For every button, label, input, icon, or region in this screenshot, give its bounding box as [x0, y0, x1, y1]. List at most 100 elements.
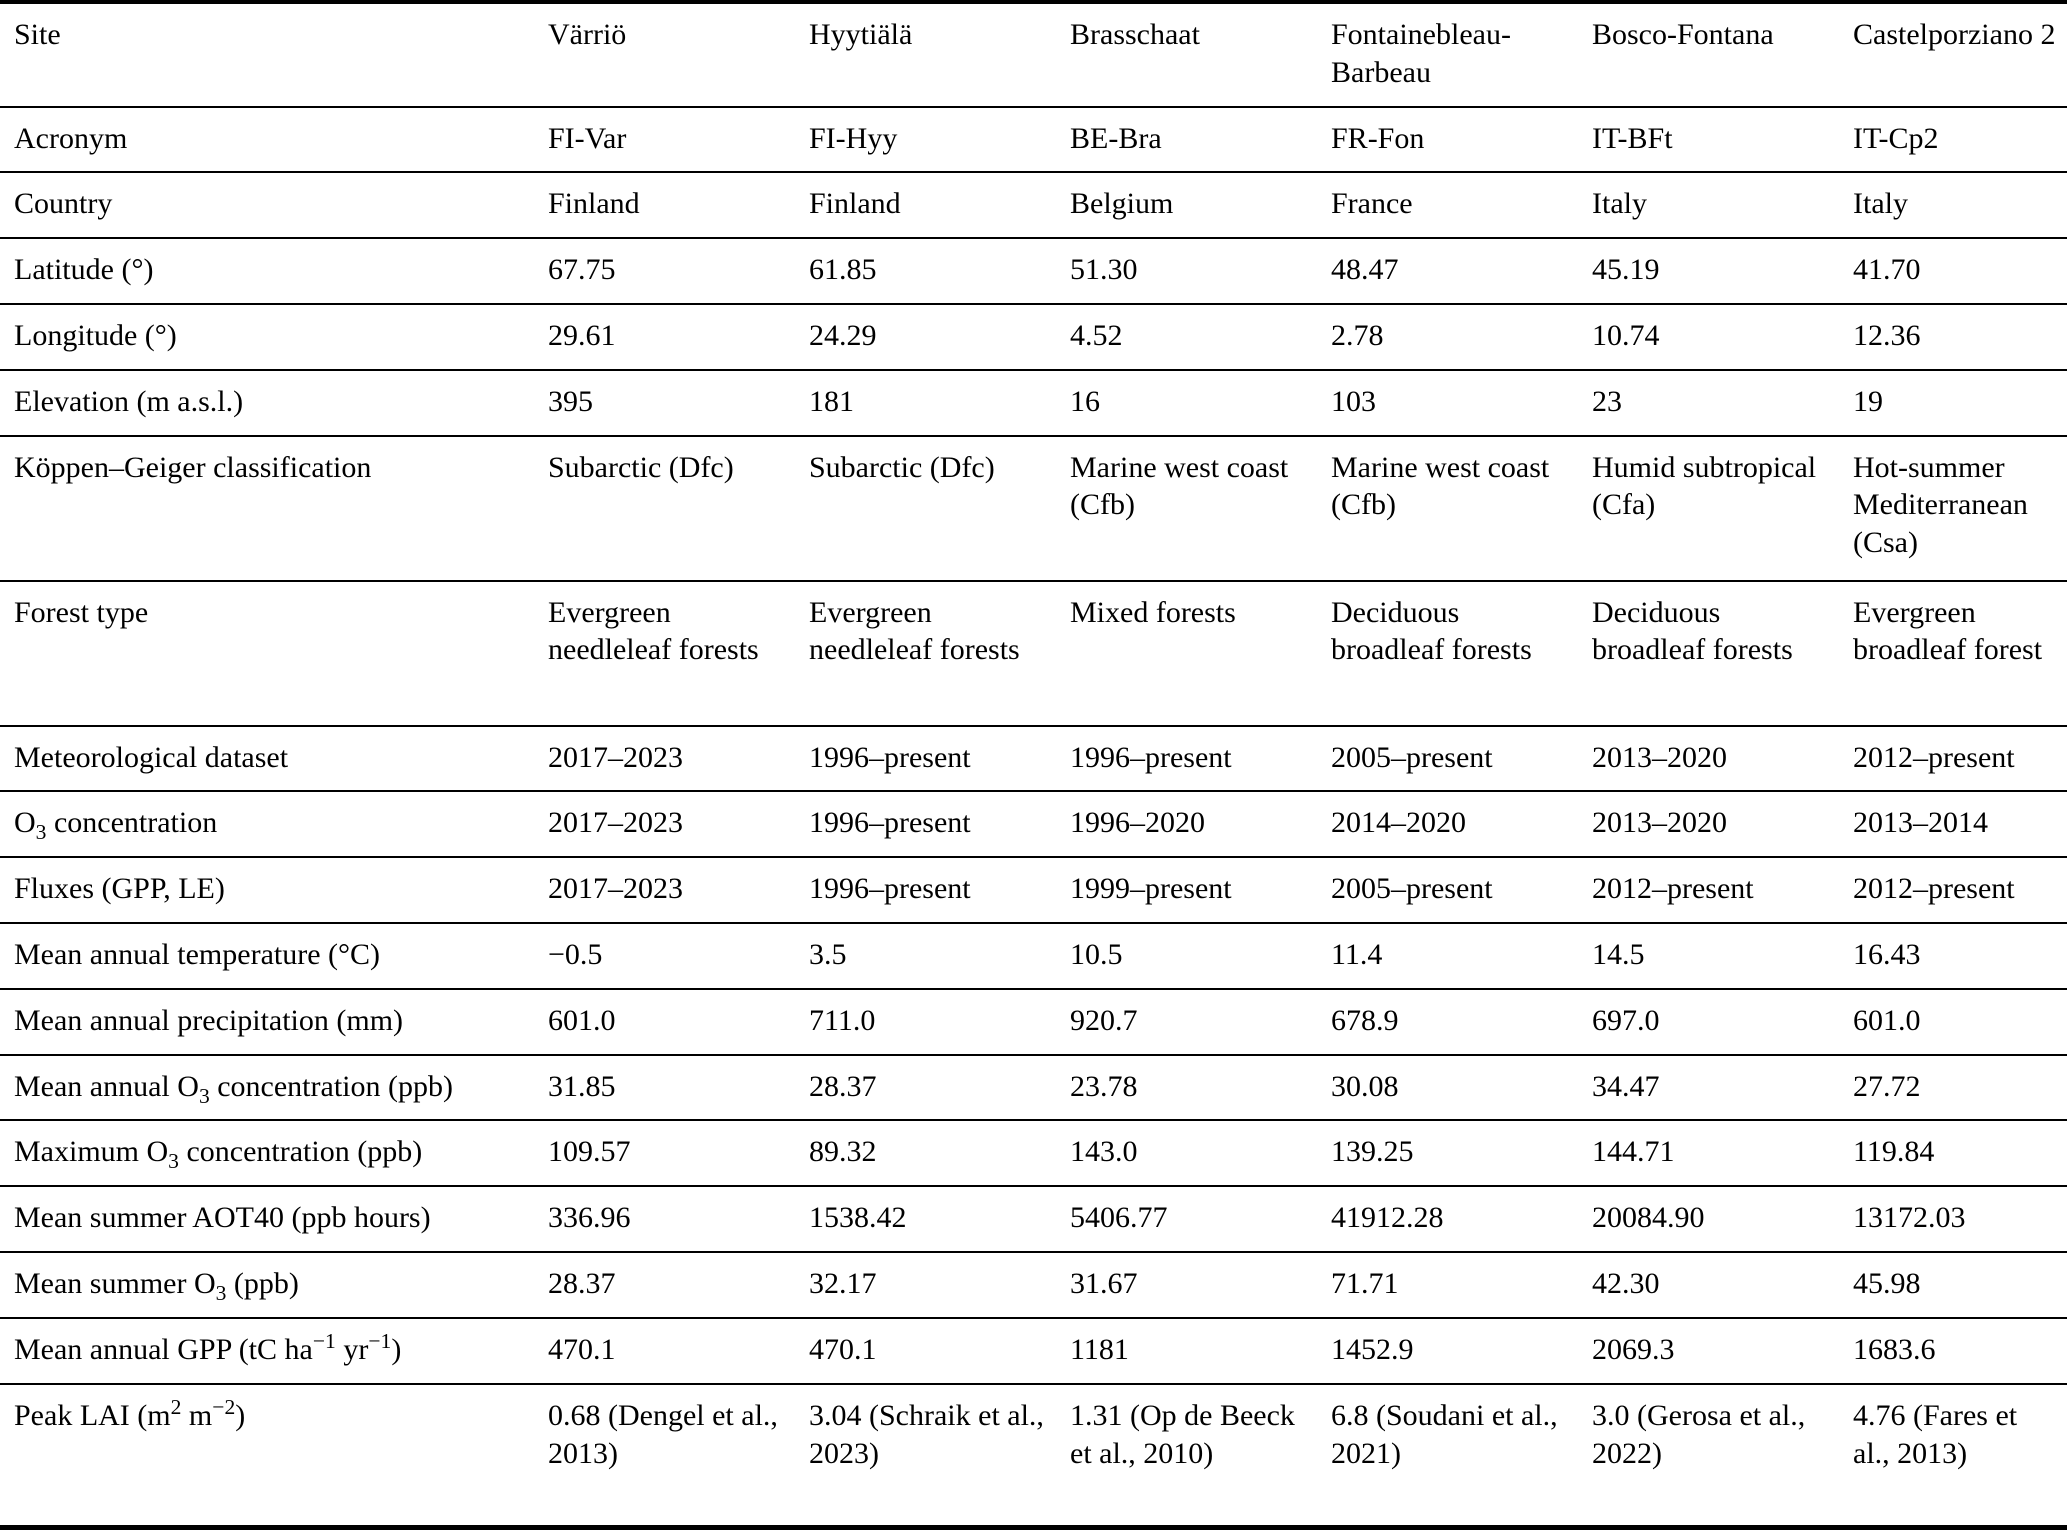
table-cell: 61.85 [809, 253, 877, 287]
table-row-forest-type: Forest type Evergreen needleleaf forests… [0, 580, 2067, 726]
table-cell: FR-Fon [1331, 121, 1425, 155]
table-cell: 2005–present [1331, 872, 1493, 906]
table-cell: 181 [809, 384, 854, 418]
table-cell: 1996–present [809, 806, 971, 840]
table-cell: 601.0 [548, 1003, 616, 1037]
table-row-mean-annual-gpp: Mean annual GPP (tC ha−1 yr−1) 470.1 470… [0, 1317, 2067, 1384]
row-label: Latitude (°) [14, 253, 154, 287]
table-row-latitude: Latitude (°) 67.75 61.85 51.30 48.47 45.… [0, 238, 2067, 304]
table-cell: Italy [1853, 187, 1908, 221]
table-cell: 395 [548, 384, 593, 418]
table-cell: 5406.77 [1070, 1201, 1168, 1235]
table-cell: 89.32 [809, 1135, 877, 1169]
table-cell: 336.96 [548, 1201, 631, 1235]
table-cell: FI-Var [548, 121, 627, 155]
row-label: Meteorological dataset [14, 740, 289, 774]
table-cell: Italy [1592, 187, 1647, 221]
table-row-longitude: Longitude (°) 29.61 24.29 4.52 2.78 10.7… [0, 303, 2067, 370]
table-cell: 2012–present [1853, 740, 2015, 774]
column-header-site-name: Fontainebleau-Barbeau [1331, 18, 1511, 89]
table-cell: 45.98 [1853, 1266, 1921, 1300]
row-label: Acronym [14, 121, 128, 155]
table-cell: 51.30 [1070, 253, 1138, 287]
row-label: Forest type [14, 595, 149, 629]
table-cell: 10.5 [1070, 937, 1123, 971]
table-cell: 2012–present [1592, 872, 1754, 906]
column-header-site-name: Hyytiälä [809, 18, 913, 51]
table-cell: BE-Bra [1070, 121, 1162, 155]
table-cell: 109.57 [548, 1135, 631, 1169]
table-cell: 41912.28 [1331, 1201, 1444, 1235]
row-label: Country [14, 187, 113, 221]
table-cell: 31.67 [1070, 1266, 1138, 1300]
row-label: Mean annual temperature (°C) [14, 937, 381, 971]
table-cell: 2017–2023 [548, 740, 683, 774]
table-cell: 23 [1592, 384, 1622, 418]
table-row-mean-annual-precipitation: Mean annual precipitation (mm) 601.0 711… [0, 988, 2067, 1055]
table-cell: 1996–present [809, 872, 971, 906]
row-label: Longitude (°) [14, 318, 177, 352]
table-cell: 19 [1853, 384, 1883, 418]
table-cell: 6.8 (Soudani et al., 2021) [1331, 1398, 1558, 1470]
table-cell: 2069.3 [1592, 1332, 1675, 1366]
table-cell: 27.72 [1853, 1069, 1921, 1103]
table-cell: 1683.6 [1853, 1332, 1936, 1366]
table-cell: 711.0 [809, 1003, 876, 1037]
table-cell: 10.74 [1592, 318, 1660, 352]
table-cell: 48.47 [1331, 253, 1399, 287]
table-cell: 0.68 (Dengel et al., 2013) [548, 1398, 778, 1470]
table-cell: 144.71 [1592, 1135, 1675, 1169]
table-row-country: Country Finland Finland Belgium France I… [0, 172, 2067, 238]
table-cell: Deciduous broadleaf forests [1592, 595, 1793, 667]
row-label: Mean summer AOT40 (ppb hours) [14, 1201, 431, 1235]
table-cell: 16.43 [1853, 937, 1921, 971]
table-cell: 2017–2023 [548, 806, 683, 840]
table-cell: 12.36 [1853, 318, 1921, 352]
table-cell: 2013–2014 [1853, 806, 1988, 840]
row-label: Köppen–Geiger classification [14, 450, 372, 484]
row-label: Peak LAI (m2 m−2) [14, 1394, 246, 1432]
table-header-row: Site Värriö Hyytiälä Brasschaat Fontaine… [0, 2, 2067, 107]
column-header-site-name: Värriö [548, 18, 627, 51]
table-row-mean-summer-aot40: Mean summer AOT40 (ppb hours) 336.96 153… [0, 1186, 2067, 1252]
table-cell: Belgium [1070, 187, 1174, 221]
column-header-site-name: Brasschaat [1070, 18, 1200, 51]
table-cell: 24.29 [809, 318, 877, 352]
row-label: Mean annual GPP (tC ha−1 yr−1) [14, 1328, 402, 1366]
table-cell: Humid subtropical (Cfa) [1592, 450, 1817, 522]
table-cell: 34.47 [1592, 1069, 1660, 1103]
table-cell: 11.4 [1331, 937, 1383, 971]
table-cell: IT-BFt [1592, 121, 1673, 155]
table-row-o3-concentration: O3 concentration 2017–2023 1996–present … [0, 791, 2067, 857]
table-cell: 28.37 [809, 1069, 877, 1103]
table-cell: 103 [1331, 384, 1376, 418]
table-row-mean-annual-o3: Mean annual O3 concentration (ppb) 31.85… [0, 1054, 2067, 1121]
table-cell: IT-Cp2 [1853, 121, 1939, 155]
table-cell: France [1331, 187, 1413, 221]
table-row-meteorological-dataset: Meteorological dataset 2017–2023 1996–pr… [0, 725, 2067, 792]
table-cell: 2013–2020 [1592, 740, 1727, 774]
table-cell: Subarctic (Dfc) [809, 450, 995, 484]
table-cell: Hot-summer Mediterranean (Csa) [1853, 450, 2028, 560]
table-cell: 143.0 [1070, 1135, 1138, 1169]
table-cell: 28.37 [548, 1266, 616, 1300]
column-header-site-name: Bosco-Fontana [1592, 18, 1774, 51]
table-cell: Deciduous broadleaf forests [1331, 595, 1532, 667]
table-cell: 920.7 [1070, 1003, 1138, 1037]
table-cell: 119.84 [1853, 1135, 1935, 1169]
table-cell: 71.71 [1331, 1266, 1399, 1300]
table-row-elevation: Elevation (m a.s.l.) 395 181 16 103 23 1… [0, 369, 2067, 436]
table-cell: 14.5 [1592, 937, 1645, 971]
table-cell: 32.17 [809, 1266, 877, 1300]
table-cell: 1.31 (Op de Beeck et al., 2010) [1070, 1398, 1295, 1470]
table-cell: 1996–present [1070, 740, 1232, 774]
table-cell: Finland [548, 187, 640, 221]
table-row-maximum-o3: Maximum O3 concentration (ppb) 109.57 89… [0, 1120, 2067, 1186]
table-cell: −0.5 [548, 937, 603, 971]
table-row-mean-summer-o3: Mean summer O3 (ppb) 28.37 32.17 31.67 7… [0, 1251, 2067, 1318]
table-cell: 45.19 [1592, 253, 1660, 287]
row-label: Mean annual O3 concentration (ppb) [14, 1069, 453, 1108]
row-label: Mean summer O3 (ppb) [14, 1266, 299, 1305]
table-row-koppen-geiger: Köppen–Geiger classification Subarctic (… [0, 435, 2067, 581]
